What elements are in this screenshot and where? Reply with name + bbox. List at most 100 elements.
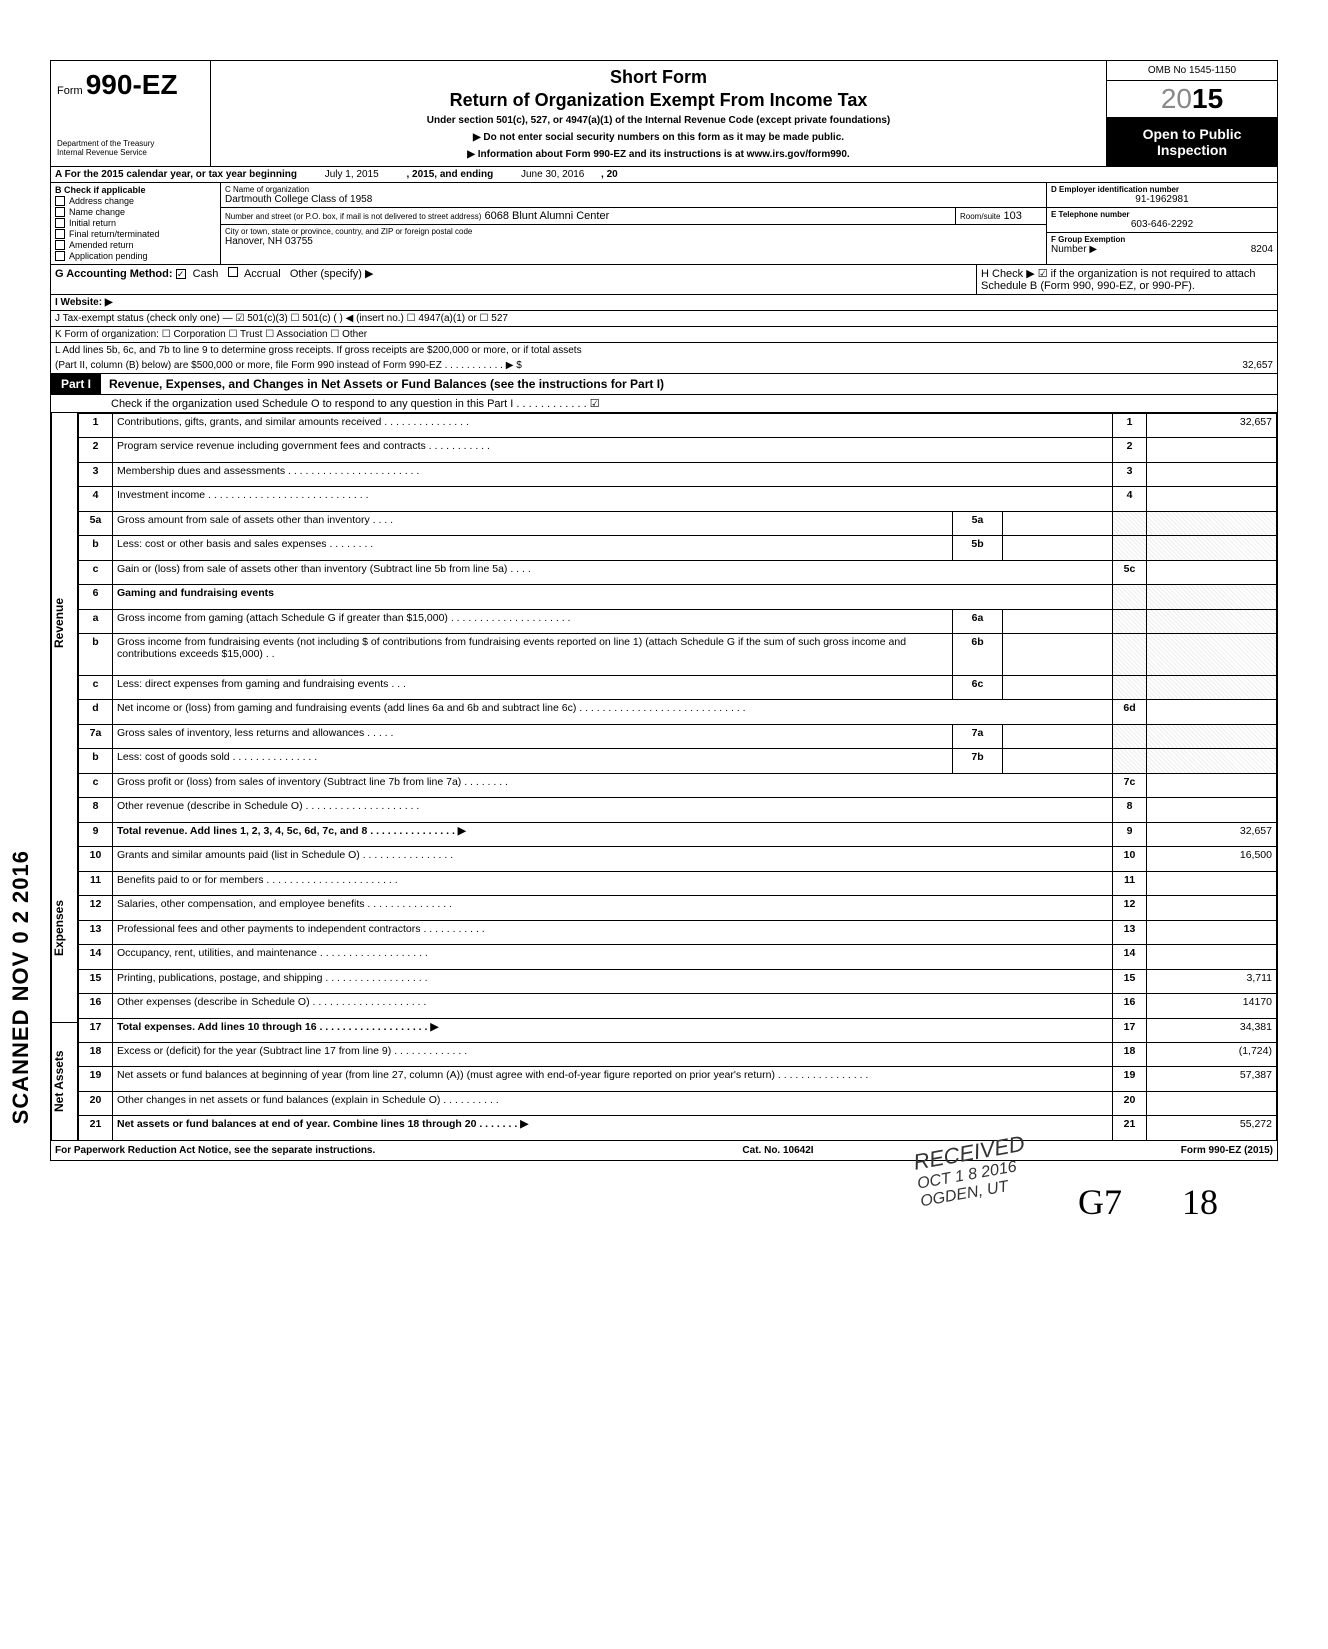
dept-irs: Internal Revenue Service [57, 148, 204, 158]
lbl-other-method: Other (specify) ▶ [290, 268, 374, 280]
section-a-prefix: A For the 2015 calendar year, or tax yea… [55, 169, 297, 180]
line-box: 2 [1113, 438, 1147, 462]
line-amount [1147, 438, 1277, 462]
line-amount [1147, 700, 1277, 724]
line-amount [1147, 462, 1277, 486]
line-number: a [79, 609, 113, 633]
line-box: 9 [1113, 822, 1147, 846]
amt-shaded [1147, 609, 1277, 633]
line-desc: Gaming and fundraising events [113, 585, 1113, 609]
line-desc: Other changes in net assets or fund bala… [113, 1091, 1113, 1115]
line-number: 9 [79, 822, 113, 846]
line-amount [1147, 487, 1277, 511]
line-row: cLess: direct expenses from gaming and f… [79, 675, 1277, 699]
cb-name-change[interactable] [55, 207, 65, 217]
line-row: cGross profit or (loss) from sales of in… [79, 773, 1277, 797]
line-row: 20Other changes in net assets or fund ba… [79, 1091, 1277, 1115]
omb-number: OMB No 1545-1150 [1107, 61, 1277, 81]
line-amount: (1,724) [1147, 1042, 1277, 1066]
cb-cash[interactable]: ✓ [176, 269, 186, 279]
line-box: 6d [1113, 700, 1147, 724]
hand-g7: G7 [1078, 1181, 1122, 1223]
sub-box: 6a [953, 609, 1003, 633]
line-desc: Grants and similar amounts paid (list in… [113, 847, 1113, 871]
line-amount [1147, 945, 1277, 969]
cb-amended-return[interactable] [55, 240, 65, 250]
city-label: City or town, state or province, country… [225, 227, 1042, 236]
tel-label: E Telephone number [1051, 210, 1273, 219]
line-amount: 32,657 [1147, 414, 1277, 438]
line-row: 16Other expenses (describe in Schedule O… [79, 994, 1277, 1018]
line-row: 2Program service revenue including gover… [79, 438, 1277, 462]
line-box: 7c [1113, 773, 1147, 797]
line-number: b [79, 634, 113, 676]
line-box: 18 [1113, 1042, 1147, 1066]
line-desc: Salaries, other compensation, and employ… [113, 896, 1113, 920]
part1-label: Part I [51, 374, 101, 394]
line-row: aGross income from gaming (attach Schedu… [79, 609, 1277, 633]
line-i-label: I Website: ▶ [55, 297, 113, 308]
line-row: 9Total revenue. Add lines 1, 2, 3, 4, 5c… [79, 822, 1277, 846]
form-prefix: Form [57, 85, 83, 97]
footer-mid: Cat. No. 10642I [742, 1145, 813, 1156]
street-label: Number and street (or P.O. box, if mail … [225, 212, 481, 221]
line-number: 8 [79, 798, 113, 822]
line-l2-row: (Part II, column (B) below) are $500,000… [51, 358, 1277, 374]
line-row: 11Benefits paid to or for members . . . … [79, 871, 1277, 895]
cb-address-change[interactable] [55, 196, 65, 206]
line-amount [1147, 920, 1277, 944]
sub-value [1003, 536, 1113, 560]
line-number: 10 [79, 847, 113, 871]
line-row: 6Gaming and fundraising events [79, 585, 1277, 609]
line-row: dNet income or (loss) from gaming and fu… [79, 700, 1277, 724]
line-number: d [79, 700, 113, 724]
line-j: J Tax-exempt status (check only one) — ☑… [51, 311, 1277, 327]
line-number: 15 [79, 969, 113, 993]
part1-header: Part I Revenue, Expenses, and Changes in… [51, 374, 1277, 395]
lbl-name-change: Name change [69, 207, 125, 217]
section-c: C Name of organization Dartmouth College… [221, 183, 1047, 264]
short-form-label: Short Form [221, 67, 1096, 88]
line-number: b [79, 749, 113, 773]
line-desc: Benefits paid to or for members . . . . … [113, 871, 1113, 895]
tel-value: 603-646-2292 [1051, 219, 1273, 230]
section-a-mid: , 2015, and ending [406, 169, 493, 180]
amt-shaded [1147, 536, 1277, 560]
line-l-amount: 32,657 [1143, 360, 1273, 371]
line-desc: Net assets or fund balances at end of ye… [113, 1116, 1113, 1141]
box-shaded [1113, 634, 1147, 676]
line-box: 16 [1113, 994, 1147, 1018]
line-amount: 3,711 [1147, 969, 1277, 993]
cb-application-pending[interactable] [55, 251, 65, 261]
box-shaded [1113, 724, 1147, 748]
line-box: 5c [1113, 560, 1147, 584]
line-amount [1147, 560, 1277, 584]
sub-value [1003, 634, 1113, 676]
line-desc: Printing, publications, postage, and shi… [113, 969, 1113, 993]
cb-initial-return[interactable] [55, 218, 65, 228]
section-a-suffix: , 20 [601, 169, 618, 180]
section-a: A For the 2015 calendar year, or tax yea… [51, 167, 1277, 183]
form-number: 990-EZ [86, 69, 178, 100]
subtitle: Under section 501(c), 527, or 4947(a)(1)… [221, 115, 1096, 126]
line-i: I Website: ▶ [51, 295, 1277, 311]
section-b: B Check if applicable Address change Nam… [51, 183, 221, 264]
line-desc: Gross sales of inventory, less returns a… [113, 724, 953, 748]
cb-final-return[interactable] [55, 229, 65, 239]
line-k: K Form of organization: ☐ Corporation ☐ … [51, 327, 1277, 343]
cb-accrual[interactable] [228, 267, 238, 277]
block-bcd: B Check if applicable Address change Nam… [51, 183, 1277, 265]
line-number: 16 [79, 994, 113, 1018]
line-amount [1147, 896, 1277, 920]
lbl-accrual: Accrual [244, 268, 281, 280]
line-row: 3Membership dues and assessments . . . .… [79, 462, 1277, 486]
line-number: 3 [79, 462, 113, 486]
line-number: 12 [79, 896, 113, 920]
line-amount [1147, 773, 1277, 797]
sub-box: 7b [953, 749, 1003, 773]
line-row: bLess: cost or other basis and sales exp… [79, 536, 1277, 560]
line-amount [1147, 798, 1277, 822]
line-number: 21 [79, 1116, 113, 1141]
line-box: 10 [1113, 847, 1147, 871]
grp-label2: Number ▶ [1051, 244, 1097, 255]
